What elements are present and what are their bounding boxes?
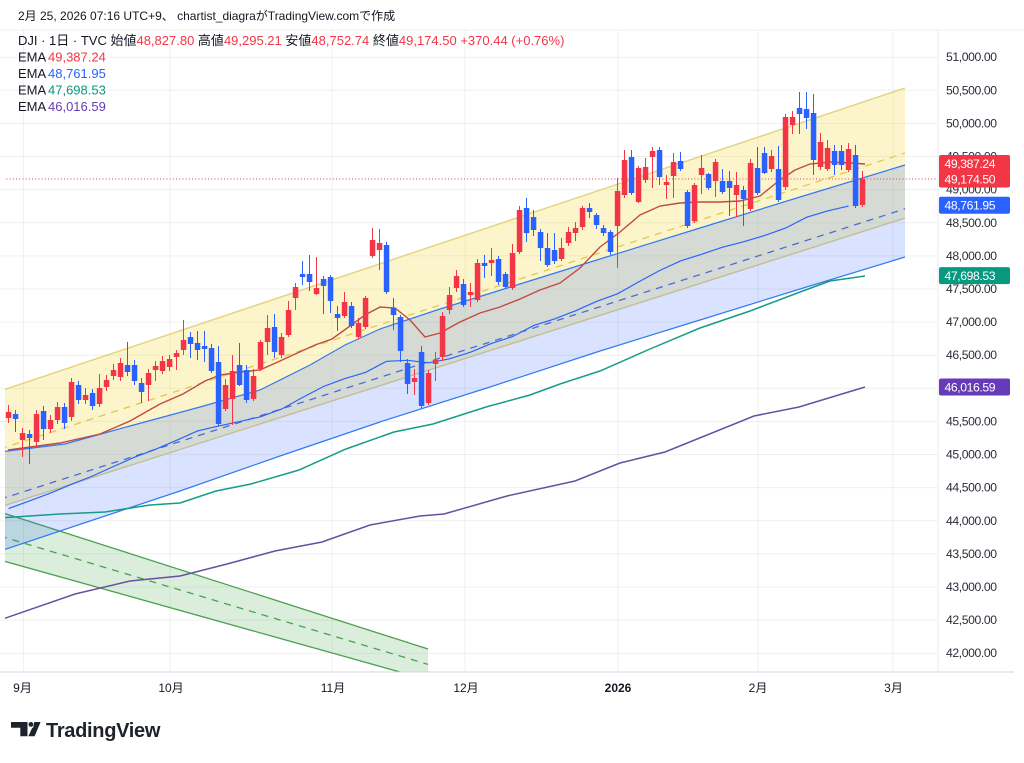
svg-text:2026: 2026 xyxy=(605,681,632,695)
svg-text:51,000.00: 51,000.00 xyxy=(946,50,997,64)
svg-text:48,761.95: 48,761.95 xyxy=(945,199,996,213)
svg-text:47,500.00: 47,500.00 xyxy=(946,282,997,296)
svg-text:46,016.59: 46,016.59 xyxy=(945,380,996,394)
svg-text:EMA 48,761.95: EMA 48,761.95 xyxy=(18,66,106,81)
svg-text:TradingView: TradingView xyxy=(46,720,161,742)
svg-text:48,500.00: 48,500.00 xyxy=(946,216,997,230)
svg-text:43,000.00: 43,000.00 xyxy=(946,580,997,594)
svg-text:2月 25, 2026 07:16 UTC+9、 chart: 2月 25, 2026 07:16 UTC+9、 chartist_diagra… xyxy=(18,8,395,23)
svg-text:42,000.00: 42,000.00 xyxy=(946,646,997,660)
svg-text:EMA 47,698.53: EMA 47,698.53 xyxy=(18,83,106,98)
svg-text:2月: 2月 xyxy=(749,681,768,695)
svg-text:EMA 46,016.59: EMA 46,016.59 xyxy=(18,99,106,114)
svg-text:42,500.00: 42,500.00 xyxy=(946,613,997,627)
svg-text:EMA 49,387.24: EMA 49,387.24 xyxy=(18,50,106,65)
svg-text:48,000.00: 48,000.00 xyxy=(946,249,997,263)
svg-text:47,698.53: 47,698.53 xyxy=(945,269,996,283)
svg-text:45,000.00: 45,000.00 xyxy=(946,448,997,462)
svg-text:50,000.00: 50,000.00 xyxy=(946,116,997,130)
svg-text:49,387.24: 49,387.24 xyxy=(945,157,996,171)
svg-text:43,500.00: 43,500.00 xyxy=(946,547,997,561)
svg-text:46,500.00: 46,500.00 xyxy=(946,348,997,362)
svg-text:9月: 9月 xyxy=(13,681,32,695)
svg-text:47,000.00: 47,000.00 xyxy=(946,315,997,329)
svg-text:44,500.00: 44,500.00 xyxy=(946,481,997,495)
svg-text:45,500.00: 45,500.00 xyxy=(946,414,997,428)
svg-text:DJI · 1日 · TVC 始値48,827.80 高値4: DJI · 1日 · TVC 始値48,827.80 高値49,295.21 安… xyxy=(18,33,564,48)
svg-text:49,174.50: 49,174.50 xyxy=(945,172,996,186)
svg-text:50,500.00: 50,500.00 xyxy=(946,83,997,97)
svg-text:11月: 11月 xyxy=(321,681,345,695)
svg-text:44,000.00: 44,000.00 xyxy=(946,514,997,528)
svg-text:12月: 12月 xyxy=(453,681,478,695)
svg-text:10月: 10月 xyxy=(158,681,183,695)
svg-text:3月: 3月 xyxy=(884,681,903,695)
